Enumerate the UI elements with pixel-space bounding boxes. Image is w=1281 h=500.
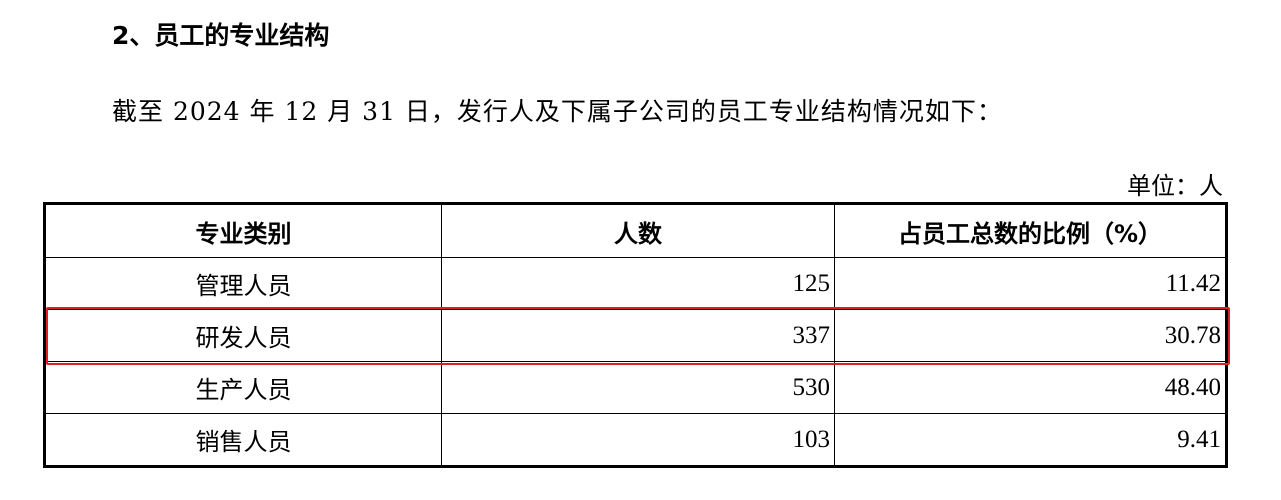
cell-count: 337 [441, 309, 835, 362]
table-row: 研发人员 337 30.78 [44, 309, 1227, 362]
cell-category: 研发人员 [44, 309, 442, 362]
cell-percent: 9.41 [834, 413, 1227, 467]
cell-count: 125 [441, 257, 835, 310]
table-row: 生产人员 530 48.40 [44, 361, 1227, 414]
cell-category: 销售人员 [44, 413, 442, 467]
header-count: 人数 [441, 203, 835, 258]
header-category: 专业类别 [44, 203, 442, 258]
table-header-row: 专业类别 人数 占员工总数的比例（%） [44, 203, 1227, 258]
table-row: 管理人员 125 11.42 [44, 257, 1227, 310]
cell-percent: 11.42 [834, 257, 1227, 310]
cell-percent: 48.40 [834, 361, 1227, 414]
header-percent: 占员工总数的比例（%） [834, 203, 1227, 258]
cell-percent: 30.78 [834, 309, 1227, 362]
cell-category: 生产人员 [44, 361, 442, 414]
section-heading: 2、员工的专业结构 [112, 21, 330, 50]
cell-category: 管理人员 [44, 257, 442, 310]
intro-paragraph: 截至 2024 年 12 月 31 日，发行人及下属子公司的员工专业结构情况如下… [112, 97, 1003, 126]
table-row: 销售人员 103 9.41 [44, 413, 1227, 467]
employee-structure-table: 专业类别 人数 占员工总数的比例（%） 管理人员 125 11.42 研发人员 … [43, 202, 1228, 468]
cell-count: 530 [441, 361, 835, 414]
cell-count: 103 [441, 413, 835, 467]
unit-label: 单位：人 [1127, 172, 1223, 200]
